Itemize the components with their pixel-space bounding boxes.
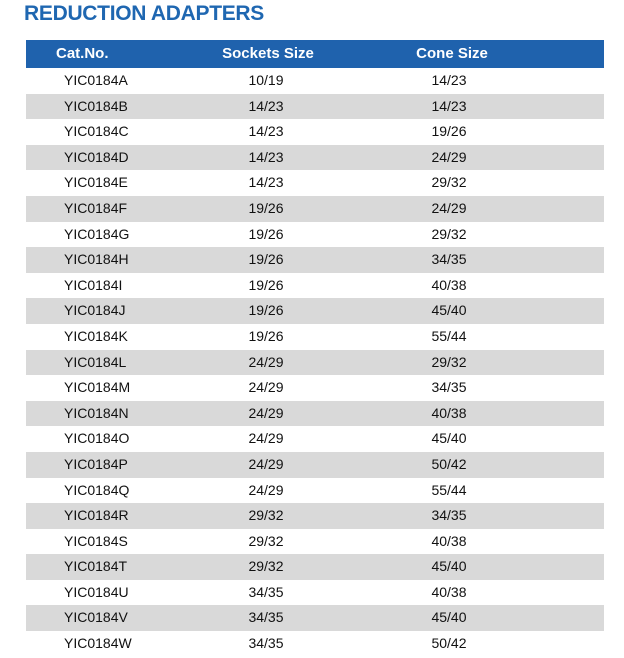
table-row: YIC0184L 24/29 29/32 [26, 349, 604, 376]
cell-cat-no: YIC0184W [64, 635, 132, 652]
cell-sockets-size: 24/29 [248, 404, 284, 421]
table-body: YIC0184A 10/19 14/23 YIC0184B 14/23 14/23 YIC0… [26, 68, 604, 657]
cell-sockets-size: 34/35 [248, 583, 284, 600]
cell-sockets-size: 29/32 [248, 532, 284, 549]
table-row: YIC0184Q 24/29 55/44 [26, 478, 604, 504]
table-row: YIC0184M 24/29 34/35 [26, 375, 604, 401]
cell-cone-size: 14/23 [431, 72, 467, 88]
header-sockets-size: Sockets Size [222, 45, 314, 62]
cell-cat-no: YIC0184D [64, 148, 129, 165]
table-header: Cat.No. Sockets Size Cone Size [26, 40, 604, 68]
reduction-adapters-table: Cat.No. Sockets Size Cone Size YIC0184A 1… [26, 40, 604, 657]
cell-cat-no: YIC0184F [64, 199, 128, 216]
cell-cat-no: YIC0184N [64, 404, 129, 421]
cell-cat-no: YIC0184P [64, 455, 128, 472]
cell-cone-size: 50/42 [431, 455, 467, 472]
cell-sockets-size: 34/35 [248, 609, 284, 626]
cell-sockets-size: 24/29 [248, 379, 284, 396]
cell-cone-size: 29/32 [431, 174, 467, 191]
cell-cat-no: YIC0184A [64, 72, 128, 88]
cell-sockets-size: 24/29 [248, 353, 284, 370]
table-row: YIC0184W 34/35 50/42 [26, 631, 604, 657]
cell-cone-size: 34/35 [431, 379, 467, 396]
cell-sockets-size: 24/29 [248, 481, 284, 498]
cell-sockets-size: 29/32 [248, 558, 284, 575]
cell-cat-no: YIC0184J [64, 302, 126, 319]
cell-sockets-size: 10/19 [248, 72, 284, 88]
cell-cat-no: YIC0184E [64, 174, 128, 191]
header-cone-size: Cone Size [416, 45, 488, 62]
table-row: YIC0184E 14/23 29/32 [26, 170, 604, 196]
cell-sockets-size: 24/29 [248, 455, 284, 472]
cell-cat-no: YIC0184G [64, 225, 130, 242]
table-row: YIC0184S 29/32 40/38 [26, 529, 604, 555]
table-row: YIC0184K 19/26 55/44 [26, 324, 604, 350]
cell-sockets-size: 19/26 [248, 199, 284, 216]
table-row: YIC0184A 10/19 14/23 [26, 68, 604, 94]
cell-sockets-size: 14/23 [248, 174, 284, 191]
cell-sockets-size: 14/23 [248, 123, 284, 140]
table-row: YIC0184B 14/23 14/23 [26, 93, 604, 120]
table-row: YIC0184F 19/26 24/29 [26, 195, 604, 222]
cell-cat-no: YIC0184K [64, 327, 128, 344]
cell-sockets-size: 24/29 [248, 430, 284, 447]
cell-sockets-size: 19/26 [248, 276, 284, 293]
cell-cat-no: YIC0184U [64, 583, 129, 600]
cell-sockets-size: 14/23 [248, 148, 284, 165]
cell-cone-size: 29/32 [431, 353, 467, 370]
cell-sockets-size: 19/26 [248, 302, 284, 319]
cell-cone-size: 55/44 [431, 327, 467, 344]
cell-cone-size: 40/38 [431, 276, 467, 293]
cell-sockets-size: 19/26 [248, 251, 284, 268]
cell-cone-size: 29/32 [431, 225, 467, 242]
cell-cone-size: 40/38 [431, 583, 467, 600]
cell-cone-size: 24/29 [431, 199, 467, 216]
table-row: YIC0184R 29/32 34/35 [26, 503, 604, 529]
page-title: REDUCTION ADAPTERS [24, 2, 264, 25]
cell-sockets-size: 14/23 [248, 97, 284, 114]
table-row: YIC0184T 29/32 45/40 [26, 554, 604, 580]
table-row: YIC0184I 19/26 40/38 [26, 273, 604, 299]
header-cat-no: Cat.No. [56, 45, 109, 62]
cell-cat-no: YIC0184I [64, 276, 123, 293]
cell-cone-size: 14/23 [431, 97, 467, 114]
cell-cone-size: 24/29 [431, 148, 467, 165]
cell-cat-no: YIC0184R [64, 507, 129, 524]
cell-cone-size: 45/40 [431, 609, 467, 626]
table-row: YIC0184P 24/29 50/42 [26, 451, 604, 478]
table-row: YIC0184G 19/26 29/32 [26, 222, 604, 248]
table-row: YIC0184V 34/35 45/40 [26, 605, 604, 632]
cell-cat-no: YIC0184Q [64, 481, 130, 498]
cell-cone-size: 34/35 [431, 251, 467, 268]
cell-cat-no: YIC0184S [64, 532, 128, 549]
cell-cat-no: YIC0184T [64, 558, 128, 575]
table-row: YIC0184D 14/23 24/29 [26, 144, 604, 171]
cell-cone-size: 50/42 [431, 635, 467, 652]
cell-sockets-size: 19/26 [248, 327, 284, 344]
cell-cone-size: 45/40 [431, 430, 467, 447]
cell-sockets-size: 29/32 [248, 507, 284, 524]
cell-cat-no: YIC0184V [64, 609, 128, 626]
cell-cone-size: 40/38 [431, 404, 467, 421]
cell-cone-size: 45/40 [431, 302, 467, 319]
cell-cone-size: 40/38 [431, 532, 467, 549]
cell-cone-size: 19/26 [431, 123, 467, 140]
cell-sockets-size: 19/26 [248, 225, 284, 242]
table-row: YIC0184U 34/35 40/38 [26, 580, 604, 606]
cell-cat-no: YIC0184C [64, 123, 129, 140]
cell-cat-no: YIC0184H [64, 251, 129, 268]
cell-cat-no: YIC0184L [64, 353, 127, 370]
table-row: YIC0184C 14/23 19/26 [26, 119, 604, 145]
table-row: YIC0184J 19/26 45/40 [26, 298, 604, 324]
cell-cone-size: 34/35 [431, 507, 467, 524]
table-row: YIC0184O 24/29 45/40 [26, 426, 604, 452]
cell-cone-size: 55/44 [431, 481, 467, 498]
cell-cat-no: YIC0184B [64, 97, 128, 114]
cell-cat-no: YIC0184M [64, 379, 131, 396]
table-row: YIC0184N 24/29 40/38 [26, 400, 604, 427]
cell-cat-no: YIC0184O [64, 430, 130, 447]
cell-cone-size: 45/40 [431, 558, 467, 575]
table-row: YIC0184H 19/26 34/35 [26, 247, 604, 273]
cell-sockets-size: 34/35 [248, 635, 284, 652]
